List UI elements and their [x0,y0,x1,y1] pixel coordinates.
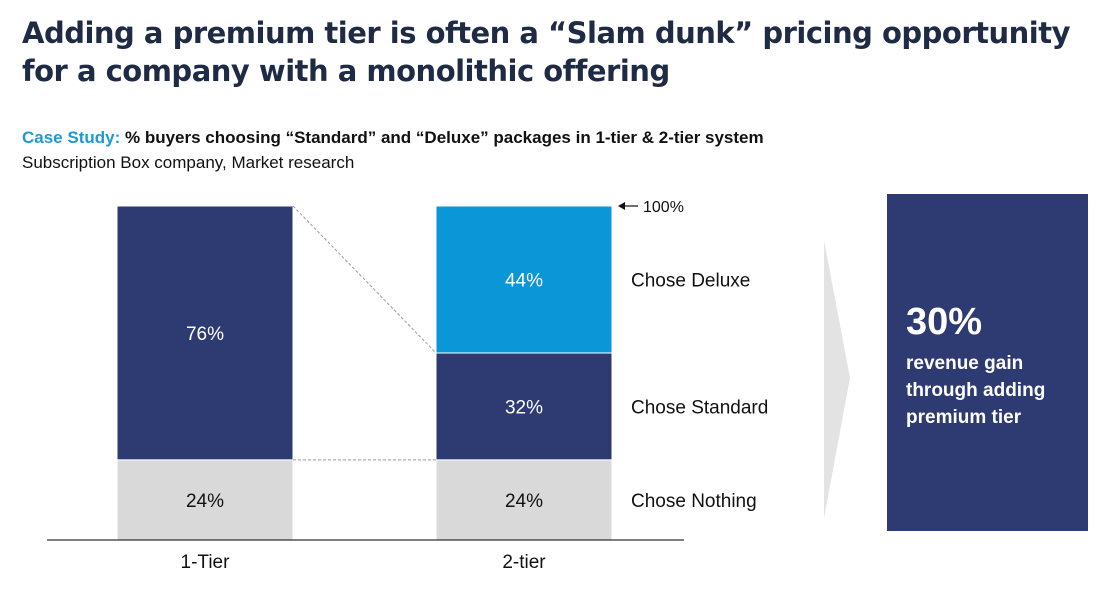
revenue-callout-panel: 30% revenue gain through adding premium … [887,194,1088,531]
callout-value: 30% [906,301,983,343]
x-tick-label-1-tier: 1-Tier [181,552,231,573]
title-line-1: Adding a premium tier is often a “Slam d… [22,16,1070,50]
bar-2-tier-chose-deluxe [435,205,613,354]
legend-label-chose-standard: Chose Standard [631,397,768,418]
legend-label-chose-nothing: Chose Nothing [631,491,757,512]
bar-label-2-tier-chose-nothing: 24% [505,491,543,512]
chevron-arrow-shape [824,240,850,518]
bar-2-tier-chose-standard [435,352,613,461]
connector-top-line [292,205,437,354]
total-arrow-icon [618,202,625,210]
bar-label-1-tier-chose-standard: 76% [186,324,224,345]
total-annotation-label: 100% [643,199,684,216]
case-study-label: Case Study: [22,128,121,147]
bar-2-tier-chose-nothing [435,459,613,541]
bar-1-tier-chose-nothing [116,459,294,541]
callout-text: revenue gain through adding premium tier [906,353,1046,428]
bar-label-2-tier-chose-deluxe: 44% [505,270,543,291]
x-tick-label-2-tier: 2-tier [502,552,546,573]
chart-subtitle: Case Study: % buyers choosing “Standard”… [22,128,764,148]
subtitle-text: % buyers choosing “Standard” and “Deluxe… [124,128,764,147]
title-line-2: for a company with a monolithic offering [22,54,670,88]
page-title: Adding a premium tier is often a “Slam d… [22,14,1102,90]
bar-1-tier-chose-standard [116,205,294,461]
legend-label-chose-deluxe: Chose Deluxe [631,270,750,291]
source-note: Subscription Box company, Market researc… [22,153,355,172]
bar-label-2-tier-chose-standard: 32% [505,397,543,418]
bar-label-1-tier-chose-nothing: 24% [186,491,224,512]
